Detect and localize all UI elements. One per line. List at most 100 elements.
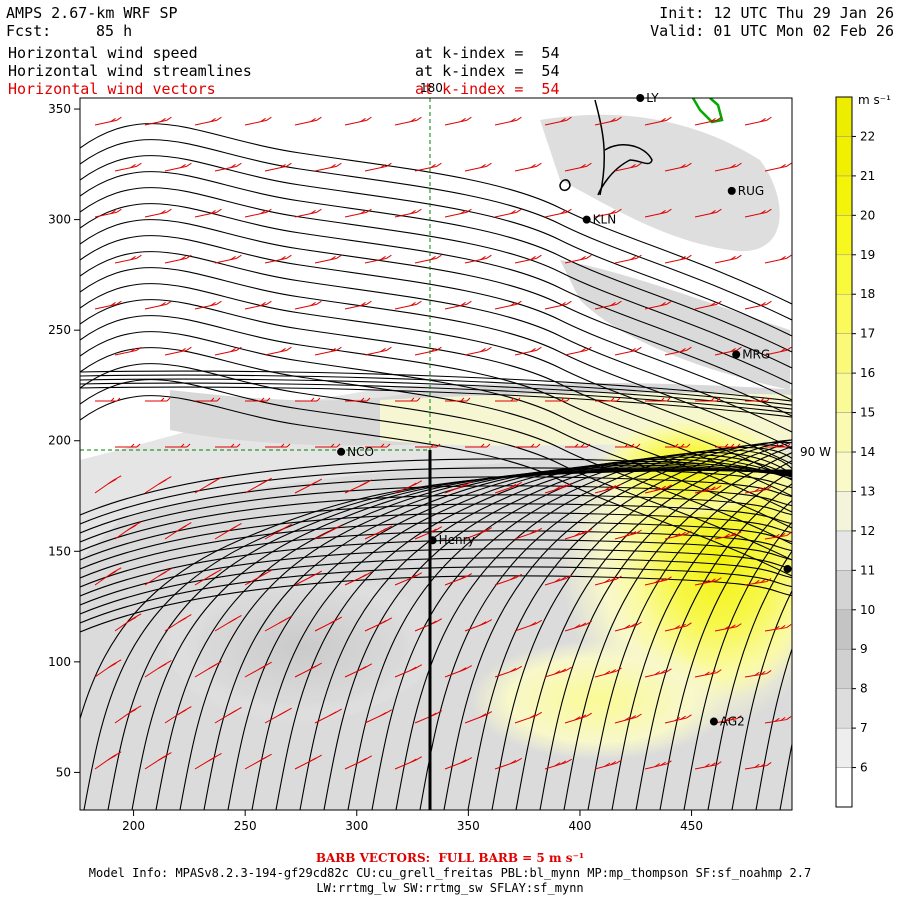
streamline	[419, 444, 792, 810]
barb-flag	[624, 532, 631, 537]
wind-barb	[164, 162, 192, 172]
wind-barb	[644, 760, 672, 770]
wind-barb	[144, 568, 172, 586]
wind-barb	[614, 254, 642, 264]
barb-flag	[266, 397, 271, 402]
barb-flag	[336, 254, 342, 259]
streamline	[80, 267, 792, 449]
barb-flag	[485, 527, 493, 532]
barb-flag	[529, 621, 537, 627]
wind-barb	[394, 756, 423, 770]
barb-flag	[616, 116, 622, 121]
barb-staff	[494, 211, 517, 218]
barb-flag	[158, 479, 167, 485]
wind-barb	[394, 300, 422, 310]
barb-flag	[228, 526, 237, 532]
barb-flag	[786, 346, 792, 351]
barb-flag	[604, 670, 611, 675]
station-label: AG2	[720, 715, 745, 729]
barb-flag	[510, 118, 516, 123]
y-tick-label: 350	[48, 102, 71, 116]
streamline	[80, 539, 792, 597]
barb-flag	[166, 397, 171, 402]
barb-flag	[530, 443, 535, 448]
field-name-streamlines: Horizontal wind streamlines	[8, 62, 252, 80]
wind-barb	[694, 669, 722, 678]
wind-barb	[544, 482, 572, 494]
barb-flag	[736, 162, 742, 167]
barb-flag	[112, 567, 122, 573]
wind-barb	[364, 162, 392, 172]
barb-flag	[710, 210, 716, 215]
streamline	[755, 647, 792, 810]
barb-flag	[580, 348, 586, 353]
barb-flag	[515, 573, 522, 579]
barb-flag	[410, 302, 416, 307]
barb-flag	[766, 578, 772, 582]
barb-flag	[510, 210, 516, 215]
wind-barb	[464, 162, 492, 172]
wind-barb	[714, 162, 742, 172]
wind-barb	[564, 528, 592, 540]
barb-staff	[264, 165, 287, 172]
wind-barb	[345, 397, 371, 402]
barb-flag	[409, 482, 417, 488]
streamline	[80, 512, 792, 570]
barb-staff	[264, 349, 287, 356]
barb-flag	[766, 300, 772, 305]
barb-flag	[509, 575, 517, 581]
barb-flag	[766, 397, 771, 402]
wind-barb	[314, 616, 342, 632]
wind-barb	[144, 116, 172, 126]
colorbar-swatch	[835, 727, 853, 768]
plot-area	[80, 98, 792, 810]
physics-info: LW:rrtmg_lw SW:rrtmg_sw SFLAY:sf_mynn	[316, 881, 584, 895]
barb-flag	[716, 300, 722, 305]
barb-flag	[780, 348, 786, 353]
barb-flag	[379, 711, 387, 717]
barb-flag	[310, 397, 315, 402]
barb-flag	[286, 162, 292, 167]
barb-flag	[636, 254, 642, 259]
barb-flag	[486, 346, 492, 351]
barb-flag	[486, 443, 491, 448]
wind-barb	[494, 481, 522, 494]
wind-barb	[744, 486, 772, 494]
barb-flag	[360, 210, 366, 215]
wind-barb	[614, 162, 642, 172]
wind-barb	[494, 208, 522, 218]
barb-flag	[666, 576, 672, 581]
barb-flag	[574, 624, 581, 629]
barb-flag	[536, 162, 542, 167]
wind-barb	[394, 572, 423, 586]
wind-barb	[244, 208, 272, 218]
wind-barb	[295, 397, 321, 402]
barb-flag	[774, 533, 780, 538]
barb-flag	[630, 623, 637, 628]
wind-barb	[744, 300, 772, 310]
barb-staff	[694, 211, 717, 218]
barb-flag	[780, 443, 785, 448]
wind-barb	[464, 619, 493, 632]
station-marker	[727, 186, 736, 195]
barb-flag	[536, 346, 542, 351]
barb-flag	[410, 210, 416, 215]
streamline	[491, 439, 792, 810]
y-tick-label: 250	[48, 323, 71, 337]
barb-flag	[210, 302, 216, 307]
barb-flag	[610, 669, 617, 674]
barb-staff	[464, 257, 487, 264]
wind-barb	[445, 397, 471, 402]
barb-flag	[554, 670, 561, 675]
wind-barb	[644, 668, 672, 678]
station-label: Henry	[439, 533, 475, 547]
barb-flag	[230, 443, 235, 448]
y-tick-label: 50	[56, 765, 71, 779]
barb-flag	[485, 711, 493, 716]
barb-flag	[258, 572, 267, 578]
barb-flag	[380, 348, 386, 353]
barb-staff	[344, 303, 367, 310]
barb-staff	[744, 211, 767, 218]
barb-flag	[415, 664, 423, 669]
barb-flag	[460, 210, 466, 215]
